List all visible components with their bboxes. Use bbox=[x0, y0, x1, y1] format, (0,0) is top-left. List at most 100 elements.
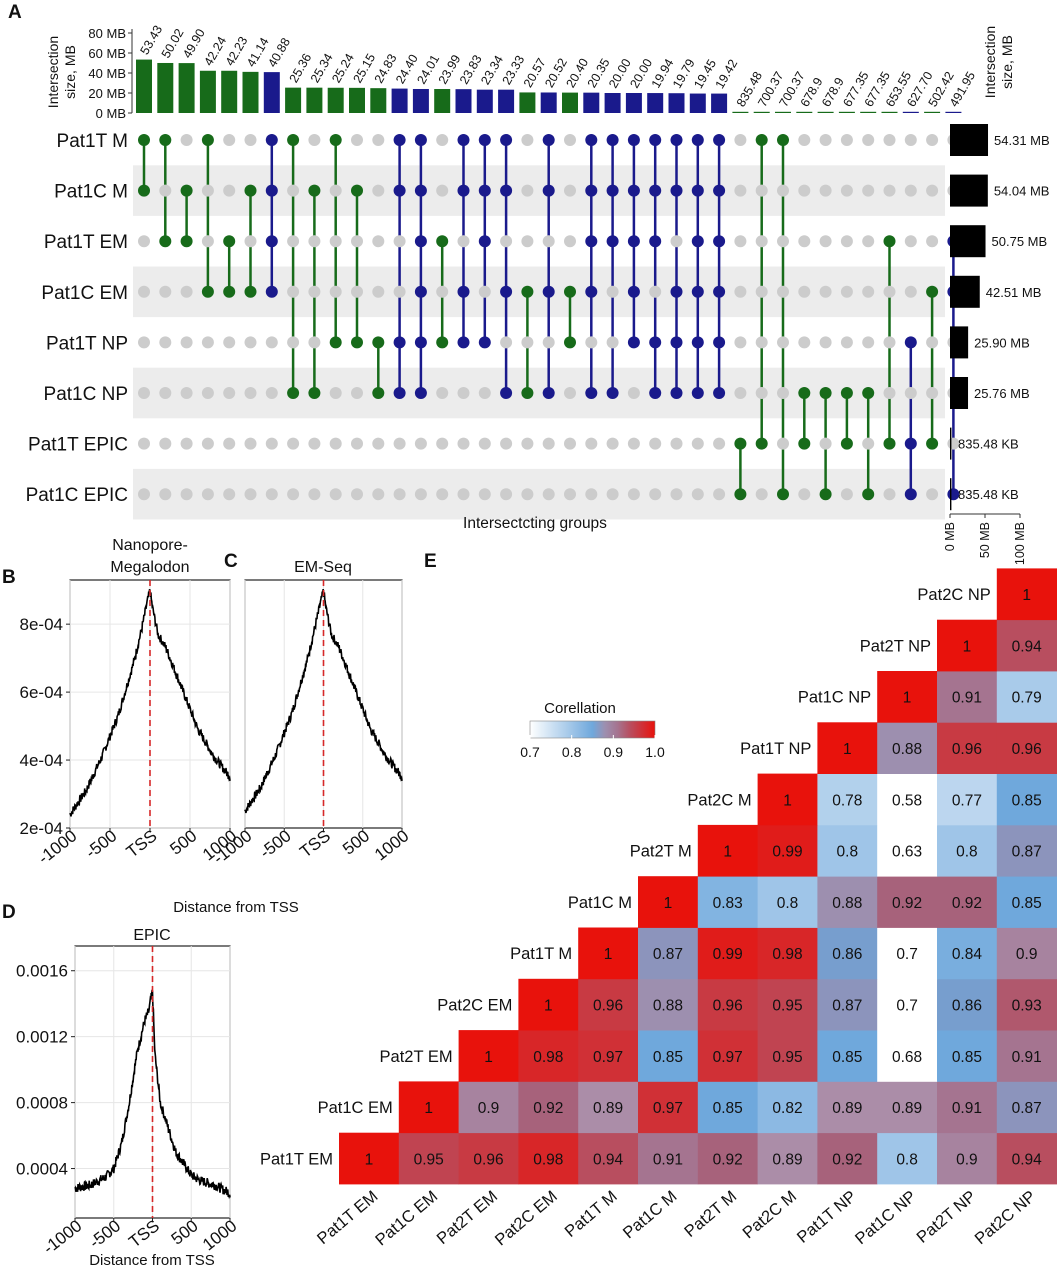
membership-dot bbox=[500, 437, 513, 450]
membership-dot bbox=[244, 336, 257, 349]
membership-dot bbox=[351, 437, 363, 450]
membership-dot-active bbox=[819, 387, 832, 399]
membership-dot-active bbox=[713, 184, 726, 197]
membership-dot bbox=[691, 437, 704, 450]
y-tick-label: 6e-04 bbox=[20, 683, 63, 702]
membership-dot bbox=[904, 235, 917, 248]
membership-dot-active bbox=[542, 285, 555, 298]
heatmap-cell bbox=[697, 1132, 758, 1185]
heatmap-cell bbox=[638, 1030, 699, 1082]
intersection-bar-label: 40.88 bbox=[265, 35, 293, 69]
intersection-bar bbox=[860, 111, 877, 113]
membership-dot bbox=[201, 387, 214, 399]
membership-dot-active bbox=[840, 437, 853, 450]
membership-dot bbox=[883, 387, 896, 399]
heatmap-cell bbox=[817, 722, 878, 774]
membership-dot bbox=[436, 134, 449, 146]
heatmap-cell-value: 1 bbox=[604, 946, 613, 963]
membership-dot bbox=[585, 437, 598, 450]
membership-dot bbox=[159, 285, 172, 298]
membership-dot-active bbox=[755, 437, 768, 450]
heatmap-cell bbox=[757, 1030, 818, 1082]
membership-dot bbox=[777, 285, 789, 298]
heatmap-cell bbox=[398, 1081, 459, 1134]
membership-dot bbox=[265, 336, 278, 349]
membership-dot-active bbox=[329, 336, 342, 349]
membership-dot bbox=[755, 488, 768, 501]
membership-dot bbox=[564, 134, 576, 146]
membership-dot bbox=[883, 134, 896, 146]
heatmap-cell-value: 1 bbox=[843, 741, 852, 758]
heatmap-cell-value: 0.99 bbox=[713, 946, 743, 963]
membership-dot bbox=[223, 134, 236, 146]
heatmap-cell-value: 0.68 bbox=[892, 1049, 922, 1066]
set-size-label: 54.04 MB bbox=[994, 184, 1050, 199]
heatmap-row-label: Pat1T M bbox=[510, 945, 572, 963]
membership-dot-active bbox=[670, 336, 683, 349]
membership-dot-active bbox=[585, 387, 598, 399]
membership-dot bbox=[627, 488, 640, 501]
membership-dot bbox=[670, 488, 683, 501]
membership-dot-active bbox=[265, 184, 278, 197]
heatmap-cell bbox=[817, 927, 878, 980]
x-tick-label: TSS bbox=[125, 1216, 163, 1251]
membership-dot bbox=[457, 488, 470, 501]
heatmap-cell bbox=[877, 1132, 938, 1185]
heatmap-cell bbox=[996, 722, 1057, 774]
membership-dot bbox=[180, 336, 193, 349]
membership-dot bbox=[201, 437, 214, 450]
intersection-bar bbox=[817, 111, 834, 113]
heatmap-row-label: Pat1C NP bbox=[798, 689, 871, 707]
set-label: Pat1C EM bbox=[41, 283, 128, 304]
upset-plot: Pat1T M Pat1C M Pat1T EM Pat1C EM Pat1T NP Pa… bbox=[26, 23, 1050, 565]
membership-dot-active bbox=[244, 184, 257, 197]
heatmap-cell bbox=[817, 978, 878, 1031]
heatmap-cell-value: 0.88 bbox=[832, 895, 862, 912]
heatmap-cell bbox=[996, 619, 1057, 672]
heatmap-col-label: Pat1C M bbox=[620, 1187, 681, 1242]
heatmap-cell-value: 0.9 bbox=[1016, 946, 1038, 963]
membership-dot-active bbox=[414, 285, 427, 298]
x-axis-title: Distance from TSS bbox=[89, 1252, 215, 1269]
heatmap-cell-value: 0.8 bbox=[777, 895, 799, 912]
membership-dot-active bbox=[138, 134, 150, 146]
heatmap-cell-value: 0.84 bbox=[952, 946, 983, 963]
membership-dot bbox=[521, 437, 534, 450]
heatmap-col-label: Pat1C NP bbox=[852, 1187, 920, 1248]
membership-dot-active bbox=[585, 184, 598, 197]
heatmap-col-label: Pat1T EM bbox=[314, 1187, 382, 1248]
membership-dot-active bbox=[670, 285, 683, 298]
membership-dot-active bbox=[670, 184, 683, 197]
intersection-bar bbox=[924, 111, 941, 113]
heatmap-cell bbox=[339, 1132, 400, 1185]
plot-title: Nanopore- Megalodon bbox=[110, 537, 189, 576]
membership-dot-active bbox=[883, 437, 896, 450]
membership-dot bbox=[180, 285, 193, 298]
heatmap-cell bbox=[518, 978, 579, 1031]
heatmap-cell bbox=[697, 876, 758, 928]
membership-dot-active bbox=[777, 488, 789, 501]
membership-dot bbox=[265, 437, 278, 450]
heatmap-cell-value: 0.77 bbox=[952, 792, 982, 809]
membership-dot-active bbox=[414, 336, 427, 349]
membership-dot-active bbox=[201, 285, 214, 298]
membership-dot bbox=[521, 134, 534, 146]
heatmap-cell bbox=[398, 1132, 459, 1185]
heatmap-cell bbox=[937, 1132, 998, 1185]
set-label: Pat1C EPIC bbox=[26, 485, 128, 506]
membership-dot bbox=[627, 387, 640, 399]
set-size-x-tick-label: 0 MB bbox=[943, 522, 957, 551]
membership-dot bbox=[755, 184, 768, 197]
x-tick-label: 1000 bbox=[371, 826, 413, 864]
membership-dot bbox=[777, 387, 789, 399]
membership-dot bbox=[798, 336, 811, 349]
x-tick-label: 500 bbox=[339, 826, 373, 858]
membership-dot bbox=[883, 336, 896, 349]
set-size-label: 25.76 MB bbox=[974, 386, 1030, 401]
membership-dot-active bbox=[457, 285, 470, 298]
membership-dot bbox=[521, 488, 534, 501]
membership-dot bbox=[414, 488, 427, 501]
heatmap-cell bbox=[937, 773, 998, 826]
membership-dot bbox=[265, 488, 278, 501]
membership-dot bbox=[819, 336, 832, 349]
